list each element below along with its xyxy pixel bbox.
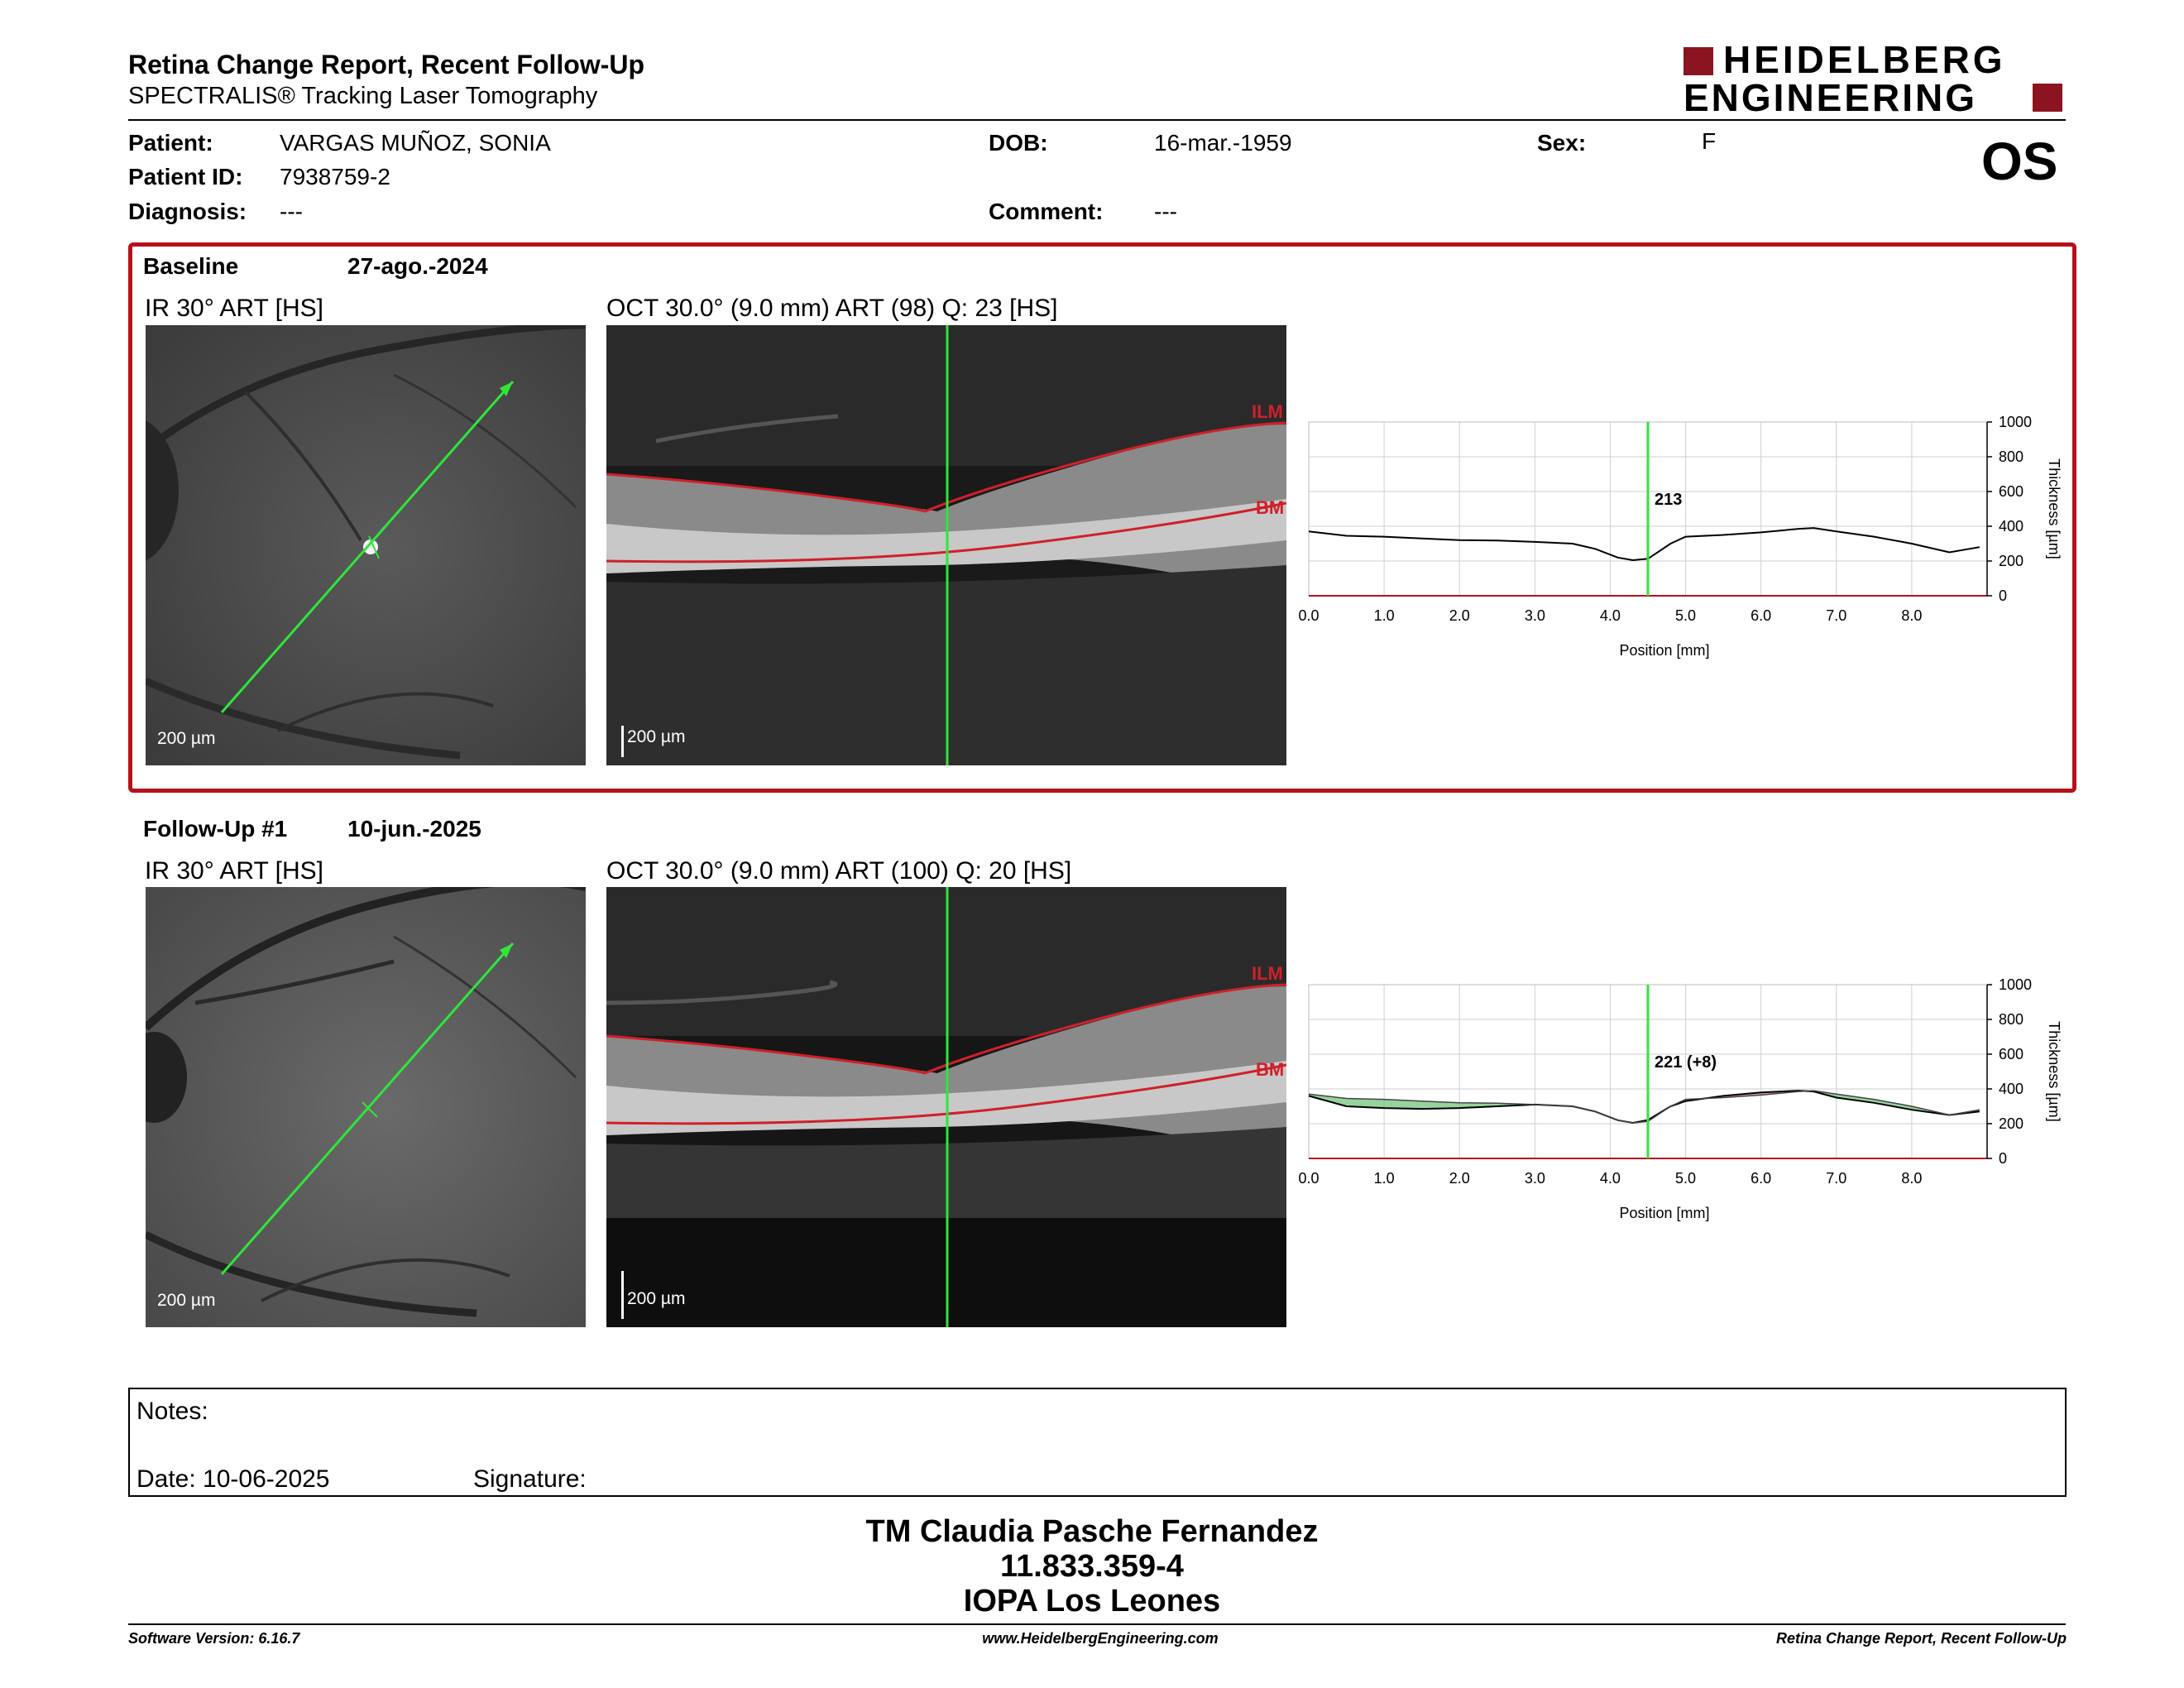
- baseline-ilm-label: ILM: [1252, 401, 1283, 422]
- patient-label: Patient:: [128, 130, 213, 156]
- difference-area: [1836, 1094, 1875, 1103]
- x-tick-label: 3.0: [1525, 607, 1545, 624]
- difference-area: [1384, 1099, 1422, 1110]
- followup-ir-title: IR 30° ART [HS]: [145, 857, 323, 885]
- patient-id-value: 7938759-2: [280, 164, 390, 189]
- x-axis-label: Position [mm]: [1619, 642, 1709, 659]
- difference-area: [1421, 1101, 1460, 1110]
- followup-oct-title: OCT 30.0° (9.0 mm) ART (100) Q: 20 [HS]: [606, 857, 1072, 885]
- y-tick-label: 600: [1999, 1046, 2024, 1062]
- y-tick-label: 200: [1999, 1115, 2024, 1132]
- y-tick-label: 0: [1999, 1150, 2007, 1167]
- header-divider: [128, 119, 2066, 121]
- x-tick-label: 4.0: [1600, 607, 1621, 624]
- signatory-place: IOPA Los Leones: [963, 1584, 1221, 1618]
- x-tick-label: 2.0: [1449, 607, 1470, 624]
- difference-area: [1874, 1099, 1912, 1110]
- x-tick-label: 1.0: [1374, 1170, 1395, 1187]
- y-tick-label: 200: [1999, 553, 2024, 569]
- dob-label: DOB:: [989, 130, 1048, 156]
- y-axis-label: Thickness [µm]: [2046, 1021, 2062, 1121]
- patient-value: VARGAS MUÑOZ, SONIA: [280, 130, 551, 156]
- heidelberg-logo: HEIDELBERG ENGINEERING: [1684, 41, 2064, 119]
- x-tick-label: 7.0: [1826, 607, 1846, 624]
- footer-divider: [128, 1623, 2066, 1625]
- followup-date: 10-jun.-2025: [347, 816, 481, 842]
- baseline-oct-scale-label: 200 µm: [627, 727, 686, 746]
- baseline-oct-image[interactable]: ILM BM 200 µm: [606, 325, 1286, 765]
- followup-thickness-chart-svg: 0.0 1.0 2.0 3.0 4.0 5.0 6.0 7.0 8.0 0 200 400 600 800…: [1298, 976, 2062, 1221]
- x-tick-label: 5.0: [1675, 607, 1696, 624]
- y-tick-label: 1000: [1999, 976, 2032, 993]
- y-tick-label: 800: [1999, 1011, 2024, 1028]
- baseline-ir-title: IR 30° ART [HS]: [145, 295, 323, 322]
- followup-ir-fundus-image[interactable]: 200 µm: [146, 887, 586, 1327]
- followup-label: Follow-Up #1: [143, 816, 288, 842]
- logo-line2: ENGINEERING: [1684, 76, 1978, 119]
- x-tick-label: 5.0: [1675, 1170, 1696, 1187]
- notes-label: Notes:: [136, 1398, 208, 1425]
- y-axis-label: Thickness [µm]: [2046, 458, 2062, 559]
- diagnosis-label: Diagnosis:: [128, 199, 247, 224]
- y-tick-label: 600: [1999, 483, 2024, 500]
- baseline-thickness-chart: 0.0 1.0 2.0 3.0 4.0 5.0 6.0 7.0 8.0 0 200 400 600 800…: [1298, 405, 2076, 679]
- x-tick-label: 1.0: [1374, 607, 1395, 624]
- patient-id-label: Patient ID:: [128, 164, 243, 189]
- y-tick-label: 400: [1999, 518, 2024, 535]
- x-tick-label: 3.0: [1525, 1170, 1545, 1187]
- followup-oct-image[interactable]: ILM BM 200 µm: [606, 887, 1286, 1327]
- y-tick-label: 400: [1999, 1081, 2024, 1097]
- baseline-ir-fundus-image[interactable]: 200 µm: [146, 325, 586, 765]
- x-tick-label: 4.0: [1600, 1170, 1621, 1187]
- followup-thickness-chart: 0.0 1.0 2.0 3.0 4.0 5.0 6.0 7.0 8.0 0 200 400 600 800…: [1298, 968, 2076, 1241]
- followup-oct-scale-bar: [621, 1271, 624, 1319]
- signatory-name: TM Claudia Pasche Fernandez: [865, 1514, 1319, 1549]
- sex-label: Sex:: [1537, 130, 1587, 156]
- x-tick-label: 2.0: [1449, 1170, 1470, 1187]
- x-tick-label: 8.0: [1901, 1170, 1922, 1187]
- signatory-number: 11.833.359-4: [1000, 1549, 1184, 1584]
- sex-value: F: [1702, 128, 1717, 154]
- x-tick-label: 0.0: [1299, 1170, 1320, 1187]
- baseline-label: Baseline: [143, 253, 239, 279]
- baseline-ir-scale-label: 200 µm: [157, 729, 216, 748]
- date-label: Date: 10-06-2025: [136, 1465, 330, 1493]
- x-tick-label: 6.0: [1751, 1170, 1771, 1187]
- thickness-series-line: [1308, 527, 1980, 561]
- software-version: Software Version: 6.16.7: [128, 1630, 300, 1647]
- baseline-date: 27-ago.-2024: [347, 253, 488, 279]
- x-tick-label: 6.0: [1751, 607, 1771, 624]
- marker-value-label: 213: [1655, 491, 1682, 509]
- x-tick-label: 0.0: [1299, 607, 1320, 624]
- followup-ir-scale-label: 200 µm: [157, 1291, 216, 1310]
- followup-oct-scale-label: 200 µm: [627, 1289, 686, 1308]
- x-axis-label: Position [mm]: [1619, 1205, 1709, 1221]
- eye-label: OS: [1981, 132, 2058, 191]
- y-tick-label: 1000: [1999, 414, 2032, 430]
- baseline-oct-title: OCT 30.0° (9.0 mm) ART (98) Q: 23 [HS]: [606, 295, 1058, 322]
- baseline-oct-scale-bar: [621, 726, 624, 757]
- baseline-bm-label: BM: [1256, 497, 1285, 518]
- baseline-frame: [128, 242, 2076, 793]
- signature-label: Signature:: [473, 1465, 587, 1493]
- website-link[interactable]: www.HeidelbergEngineering.com: [982, 1630, 1219, 1647]
- comment-value: ---: [1154, 199, 1177, 224]
- y-tick-label: 0: [1999, 587, 2007, 604]
- diagnosis-value: ---: [280, 199, 303, 224]
- followup-ilm-label: ILM: [1252, 963, 1283, 984]
- logo-line1: HEIDELBERG: [1723, 38, 2006, 81]
- report-subtitle: SPECTRALIS® Tracking Laser Tomography: [128, 83, 598, 109]
- notes-box[interactable]: Notes: Date: 10-06-2025 Signature:: [128, 1388, 2067, 1497]
- x-tick-label: 7.0: [1826, 1170, 1846, 1187]
- followup-bm-label: BM: [1256, 1059, 1285, 1080]
- comment-label: Comment:: [989, 199, 1104, 224]
- report-title: Retina Change Report, Recent Follow-Up: [128, 50, 645, 79]
- footer-report-name: Retina Change Report, Recent Follow-Up: [1775, 1630, 2067, 1647]
- difference-area: [1346, 1098, 1385, 1109]
- baseline-thickness-chart-svg: 0.0 1.0 2.0 3.0 4.0 5.0 6.0 7.0 8.0 0 200 400 600 800…: [1298, 414, 2062, 659]
- x-tick-label: 8.0: [1901, 607, 1922, 624]
- marker-value-label: 221 (+8): [1655, 1053, 1717, 1072]
- dob-value: 16-mar.-1959: [1154, 130, 1292, 156]
- y-tick-label: 800: [1999, 448, 2024, 465]
